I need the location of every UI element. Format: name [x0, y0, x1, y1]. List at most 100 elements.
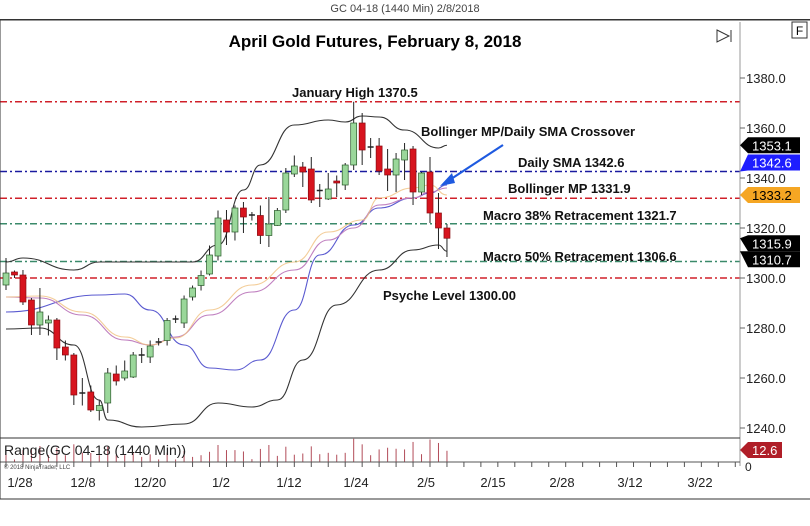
level-label: January High 1370.5: [292, 85, 418, 100]
candle: [248, 212, 255, 221]
candle-body: [95, 405, 103, 411]
candle: [28, 298, 35, 335]
candle: [274, 208, 281, 226]
candle: [95, 400, 103, 421]
candle: [189, 285, 196, 301]
candle-body: [11, 271, 18, 276]
y-tick-label: 1240.0: [746, 421, 786, 436]
level-label: Daily SMA 1342.6: [518, 155, 624, 170]
price-marker: 1310.7: [740, 251, 800, 268]
candle: [341, 163, 349, 190]
candle: [121, 360, 129, 381]
y-tick-label: 1300.0: [746, 271, 786, 286]
candle: [36, 288, 44, 335]
candle-body: [435, 212, 442, 229]
candle-body: [197, 275, 205, 286]
annotation-arrow: [447, 144, 504, 182]
candle-body: [307, 168, 315, 201]
candle-body: [324, 188, 332, 200]
candle: [282, 168, 290, 213]
x-tick-label: 1/24: [343, 475, 368, 490]
x-tick-label: 3/12: [617, 475, 642, 490]
candle: [350, 101, 358, 170]
y-tick-label: 1360.0: [746, 121, 786, 136]
price-marker: 1353.1: [740, 137, 800, 154]
candle: [197, 270, 205, 291]
svg-text:1353.1: 1353.1: [752, 138, 792, 153]
candle: [79, 378, 86, 406]
candle: [104, 368, 112, 413]
candle: [62, 340, 69, 361]
candle: [418, 172, 425, 195]
x-tick-label: 1/28: [7, 475, 32, 490]
candle-body: [45, 319, 52, 324]
x-tick-label: 1/12: [276, 475, 301, 490]
candle: [307, 157, 315, 203]
candle-body: [333, 180, 341, 184]
candle-body: [426, 171, 434, 214]
candle: [129, 352, 137, 378]
price-marker: 1333.2: [740, 187, 800, 203]
candle: [2, 258, 10, 290]
candle-body: [358, 122, 366, 151]
candle-body: [104, 372, 112, 404]
candle-body: [409, 148, 417, 193]
y-tick-label: 1320.0: [746, 221, 786, 236]
level-label: Macro 38% Retracement 1321.7: [483, 208, 677, 223]
x-tick-label: 1/2: [212, 475, 230, 490]
candle: [172, 315, 179, 323]
candle: [11, 270, 18, 278]
candle: [265, 197, 273, 247]
candle: [257, 205, 264, 244]
candle-body: [146, 345, 154, 358]
candle: [409, 146, 417, 205]
y-tick-label: 1280.0: [746, 321, 786, 336]
candle: [367, 138, 374, 158]
price-marker: 1342.6: [740, 154, 800, 172]
candle: [240, 202, 247, 233]
candle: [214, 210, 222, 261]
candle-body: [19, 274, 27, 303]
candle-body: [180, 298, 188, 324]
candle-body: [189, 287, 196, 298]
price-marker: 1315.9: [740, 235, 800, 252]
candle-body: [290, 165, 298, 175]
candle: [206, 245, 213, 276]
candle: [112, 365, 120, 386]
candle: [392, 153, 400, 192]
f-button[interactable]: F: [791, 21, 808, 39]
candle-body: [274, 210, 281, 226]
y-tick-label: 1340.0: [746, 171, 786, 186]
candle-body: [70, 354, 78, 396]
range-panel-label: Range(GC 04-18 (1440 Min)): [4, 442, 186, 458]
play-to-end-icon[interactable]: [716, 29, 732, 43]
candle-body: [214, 217, 222, 257]
candle: [223, 210, 230, 245]
candle: [324, 173, 332, 200]
y-tick-label: 1260.0: [746, 371, 786, 386]
candle: [163, 318, 171, 346]
candle: [180, 295, 188, 328]
candle: [443, 224, 451, 257]
level-label: Bollinger MP 1331.9: [508, 181, 631, 196]
candle: [138, 348, 145, 363]
candle: [70, 353, 78, 405]
x-tick-label: 2/28: [549, 475, 574, 490]
svg-text:12.6: 12.6: [752, 443, 777, 458]
candle-body: [231, 207, 239, 233]
candle: [53, 318, 61, 360]
candle: [358, 113, 366, 165]
candle-body: [206, 254, 213, 275]
level-label: Macro 50% Retracement 1306.6: [483, 249, 677, 264]
candle-body: [223, 219, 230, 233]
candle-body: [28, 299, 35, 326]
candle: [384, 149, 391, 191]
candle: [299, 162, 307, 187]
blue-line: [5, 184, 448, 371]
candle-body: [375, 145, 383, 172]
candle-body: [392, 158, 400, 176]
candle-body: [163, 320, 171, 341]
candle: [375, 138, 383, 175]
candle-body: [240, 207, 247, 218]
x-tick-label: 3/22: [687, 475, 712, 490]
